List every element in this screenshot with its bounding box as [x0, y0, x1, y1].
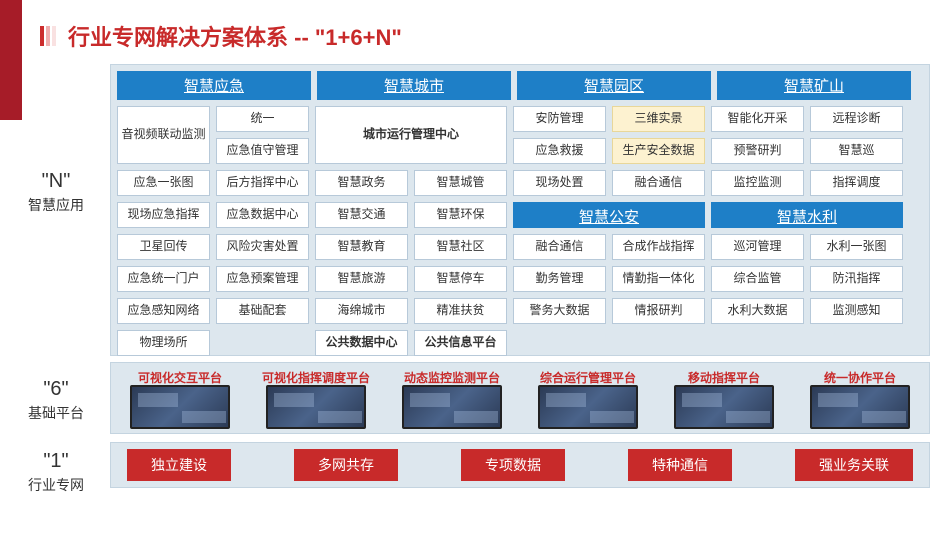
- box: 风险灾害处置: [216, 234, 309, 260]
- box: 应急数据中心: [216, 202, 309, 228]
- left-accent-bar: [0, 0, 22, 120]
- box: 智能化开采: [711, 106, 804, 132]
- box: 融合通信: [513, 234, 606, 260]
- box: 应急救援: [513, 138, 606, 164]
- box: 卫星回传: [117, 234, 210, 260]
- n-grid: 音视频联动监测 统一 城市运行管理中心 安防管理 三维实景 智能化开采 远程诊断…: [117, 106, 923, 356]
- box: 智慧政务: [315, 170, 408, 196]
- platform-label: 综合运行管理平台: [540, 369, 636, 383]
- hdr-park: 智慧园区: [517, 71, 711, 100]
- box: 智慧巡: [810, 138, 903, 164]
- box: 智慧教育: [315, 234, 408, 260]
- panel-1: 独立建设 多网共存 专项数据 特种通信 强业务关联: [110, 442, 930, 488]
- row-label-6: "6" 基础平台: [28, 378, 84, 423]
- box: 防汛指挥: [810, 266, 903, 292]
- screen-thumb: [674, 385, 774, 429]
- box: 智慧社区: [414, 234, 507, 260]
- hdr-police: 智慧公安: [513, 202, 705, 228]
- box: 公共信息平台: [414, 330, 507, 356]
- screen-thumb: [266, 385, 366, 429]
- box: 精准扶贫: [414, 298, 507, 324]
- screen-thumb: [130, 385, 230, 429]
- screen-thumb: [538, 385, 638, 429]
- platform-label: 统一协作平台: [824, 369, 896, 383]
- row-label-n: "N" 智慧应用: [28, 170, 84, 215]
- box: 监控监测: [711, 170, 804, 196]
- box: 智慧旅游: [315, 266, 408, 292]
- box: 融合通信: [612, 170, 705, 196]
- box: 预警研判: [711, 138, 804, 164]
- box: 音视频联动监测: [117, 106, 210, 164]
- hdr-emergency: 智慧应急: [117, 71, 311, 100]
- box: 后方指挥中心: [216, 170, 309, 196]
- row-label-1: "1" 行业专网: [28, 450, 84, 495]
- platform-label: 可视化交互平台: [138, 369, 222, 383]
- box: 应急预案管理: [216, 266, 309, 292]
- platform-item: 动态监控监测平台: [389, 369, 515, 429]
- box: 智慧停车: [414, 266, 507, 292]
- box: 应急统一门户: [117, 266, 210, 292]
- platform-label: 可视化指挥调度平台: [262, 369, 370, 383]
- hdr-city: 智慧城市: [317, 71, 511, 100]
- box: 情报研判: [612, 298, 705, 324]
- box: 生产安全数据: [612, 138, 705, 164]
- platform-label: 移动指挥平台: [688, 369, 760, 383]
- box: 公共数据中心: [315, 330, 408, 356]
- one-item: 多网共存: [294, 449, 398, 481]
- box: 指挥调度: [810, 170, 903, 196]
- box: 海绵城市: [315, 298, 408, 324]
- one-item: 独立建设: [127, 449, 231, 481]
- platform-item: 统一协作平台: [797, 369, 923, 429]
- box: 安防管理: [513, 106, 606, 132]
- platform-item: 综合运行管理平台: [525, 369, 651, 429]
- one-item: 强业务关联: [795, 449, 913, 481]
- box-city-top: 城市运行管理中心: [315, 106, 507, 164]
- hdr-water: 智慧水利: [711, 202, 903, 228]
- box: 应急值守管理: [216, 138, 309, 164]
- box: 智慧城管: [414, 170, 507, 196]
- box: 应急一张图: [117, 170, 210, 196]
- box: 水利大数据: [711, 298, 804, 324]
- box: 现场处置: [513, 170, 606, 196]
- box: 远程诊断: [810, 106, 903, 132]
- screen-thumb: [402, 385, 502, 429]
- panel-n: 智慧应急 智慧城市 智慧园区 智慧矿山 音视频联动监测 统一 城市运行管理中心 …: [110, 64, 930, 356]
- platform-item: 可视化交互平台: [117, 369, 243, 429]
- box: 应急感知网络: [117, 298, 210, 324]
- n-headers: 智慧应急 智慧城市 智慧园区 智慧矿山: [117, 71, 923, 100]
- screen-thumb: [810, 385, 910, 429]
- box: 现场应急指挥: [117, 202, 210, 228]
- box: 巡河管理: [711, 234, 804, 260]
- page-title: 行业专网解决方案体系 -- "1+6+N": [68, 20, 402, 52]
- box: 智慧环保: [414, 202, 507, 228]
- box: 基础配套: [216, 298, 309, 324]
- box: 物理场所: [117, 330, 210, 356]
- box: 监测感知: [810, 298, 903, 324]
- one-item: 特种通信: [628, 449, 732, 481]
- box: 情勤指一体化: [612, 266, 705, 292]
- box: 三维实景: [612, 106, 705, 132]
- platform-item: 移动指挥平台: [661, 369, 787, 429]
- box: 水利一张图: [810, 234, 903, 260]
- panel-6: 可视化交互平台 可视化指挥调度平台 动态监控监测平台 综合运行管理平台 移动指挥…: [110, 362, 930, 434]
- box: 统一: [216, 106, 309, 132]
- platform-label: 动态监控监测平台: [404, 369, 500, 383]
- box: 警务大数据: [513, 298, 606, 324]
- one-item: 专项数据: [461, 449, 565, 481]
- page-title-row: 行业专网解决方案体系 -- "1+6+N": [40, 20, 402, 52]
- box: 勤务管理: [513, 266, 606, 292]
- hdr-mine: 智慧矿山: [717, 71, 911, 100]
- box: 智慧交通: [315, 202, 408, 228]
- platform-item: 可视化指挥调度平台: [253, 369, 379, 429]
- box: 综合监管: [711, 266, 804, 292]
- box: 合成作战指挥: [612, 234, 705, 260]
- title-decor-bars: [40, 26, 56, 46]
